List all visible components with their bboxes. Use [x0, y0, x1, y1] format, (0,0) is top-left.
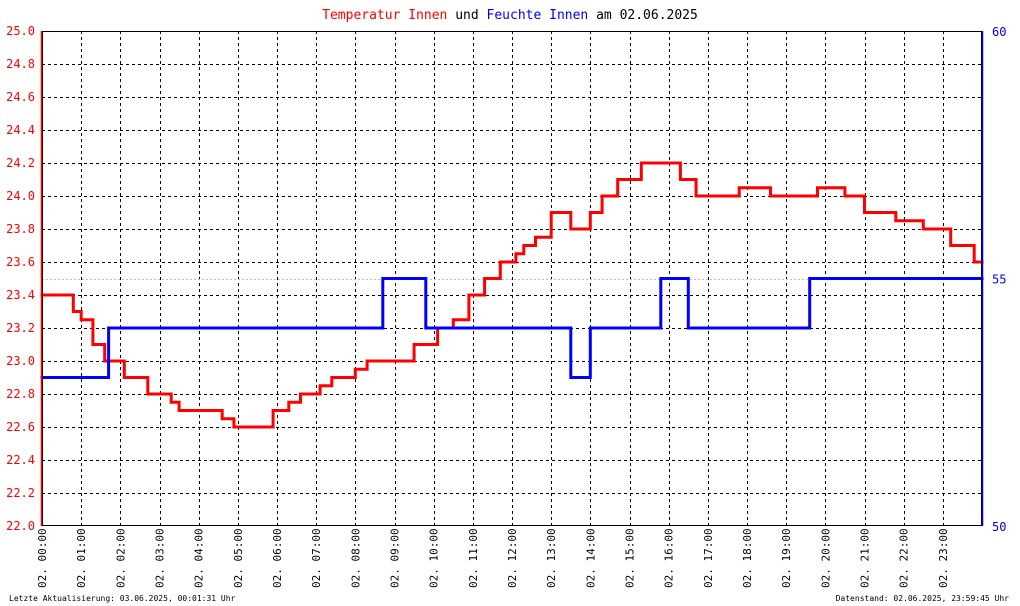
x-tick-label: 02. 09:00	[389, 528, 402, 588]
x-tick-label: 02. 18:00	[741, 528, 754, 588]
y-left-tick-label: 22.8	[6, 387, 35, 401]
plot-frame	[42, 31, 982, 526]
y-left-tick-label: 24.4	[6, 123, 35, 137]
footer-data-status: Datenstand: 02.06.2025, 23:59:45 Uhr	[836, 594, 1010, 603]
y-left-tick-label: 23.2	[6, 321, 35, 335]
x-tick-label: 02. 01:00	[75, 528, 88, 588]
chart-title: Temperatur Innen und Feuchte Innen am 02…	[322, 8, 698, 23]
y-left-tick-label: 24.2	[6, 156, 35, 170]
y-right-tick-label: 60	[992, 25, 1006, 39]
x-tick-label: 02. 06:00	[271, 528, 284, 588]
tick-label-layer: 22.0 22.2 22.4 22.6 22.8 23.0 23.2 23.4 23.6 23.8…	[6, 24, 1006, 588]
x-tick-label: 02. 08:00	[349, 528, 362, 588]
x-tick-label: 02. 15:00	[624, 528, 637, 588]
y-left-tick-label: 23.4	[6, 288, 35, 302]
x-tick-label: 02. 16:00	[663, 528, 676, 588]
y-left-tick-label: 25.0	[6, 24, 35, 38]
y-left-tick-label: 22.6	[6, 420, 35, 434]
title-temperature: Temperatur Innen	[322, 8, 447, 23]
x-tick-label: 02. 22:00	[898, 528, 911, 588]
x-tick-label: 02. 07:00	[310, 528, 323, 588]
y-left-tick-label: 22.0	[6, 519, 35, 533]
x-tick-label: 02. 00:00	[36, 528, 49, 588]
x-tick-label: 02. 12:00	[506, 528, 519, 588]
x-tick-label: 02. 19:00	[780, 528, 793, 588]
y-left-tick-label: 24.6	[6, 90, 35, 104]
x-tick-label: 02. 11:00	[467, 528, 480, 588]
x-tick-label: 02. 05:00	[232, 528, 245, 588]
x-tick-label: 02. 21:00	[859, 528, 872, 588]
y-left-tick-label: 24.0	[6, 189, 35, 203]
x-tick-label: 02. 23:00	[937, 528, 950, 588]
x-tick-label: 02. 10:00	[428, 528, 441, 588]
footer-last-update: Letzte Aktualisierung: 03.06.2025, 00:01…	[9, 594, 236, 603]
x-tick-label: 02. 03:00	[154, 528, 167, 588]
y-left-tick-label: 22.4	[6, 453, 35, 467]
x-tick-label: 02. 02:00	[114, 528, 127, 588]
x-tick-label: 02. 17:00	[702, 528, 715, 588]
title-humidity: Feuchte Innen	[487, 8, 589, 23]
title-connector: und	[447, 8, 486, 23]
x-tick-label: 02. 20:00	[819, 528, 832, 588]
x-tick-label: 02. 14:00	[584, 528, 597, 588]
series-layer	[40, 161, 984, 429]
y-left-tick-label: 23.0	[6, 354, 35, 368]
frame-layer	[40, 31, 984, 526]
temperature-series-line	[40, 161, 984, 429]
y-right-tick-label: 55	[992, 273, 1006, 287]
x-tick-label: 02. 04:00	[193, 528, 206, 588]
y-left-tick-label: 23.6	[6, 255, 35, 269]
y-right-tick-label: 50	[992, 520, 1006, 534]
y-left-tick-label: 23.8	[6, 222, 35, 236]
humidity-series-line	[40, 277, 984, 379]
y-left-tick-label: 24.8	[6, 57, 35, 71]
y-left-tick-label: 22.2	[6, 486, 35, 500]
x-tick-label: 02. 13:00	[545, 528, 558, 588]
title-date: am 02.06.2025	[588, 8, 698, 23]
